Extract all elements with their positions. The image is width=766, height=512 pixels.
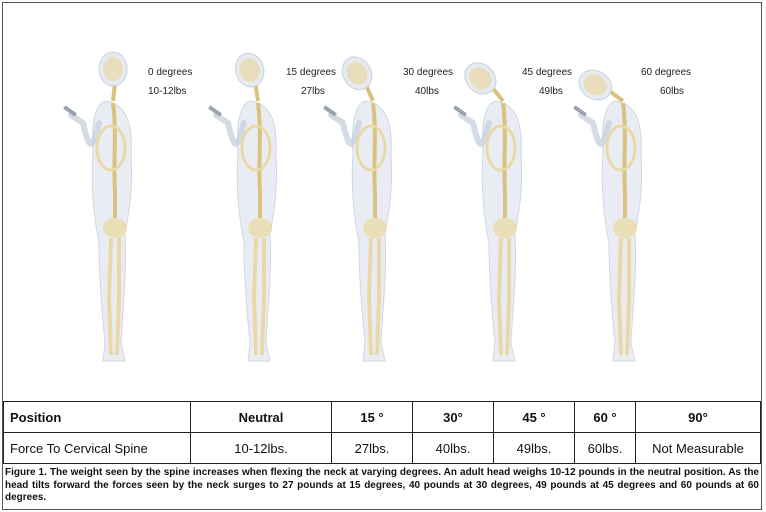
spine	[111, 102, 117, 218]
leg-bones	[616, 237, 631, 356]
table-header-cell: 15 °	[331, 401, 413, 433]
skull	[583, 74, 607, 96]
weight-label-0: 10-12lbs	[148, 86, 187, 97]
spine	[621, 102, 627, 218]
table-cell: Not Measurable	[635, 432, 761, 464]
angle-label-45: 45 degrees	[522, 67, 573, 78]
ribcage	[605, 124, 637, 172]
phone	[453, 105, 467, 117]
figure-30-degrees	[323, 56, 393, 362]
weight-label-15: 27lbs	[301, 86, 325, 97]
spine	[501, 102, 507, 218]
pelvis	[363, 218, 387, 238]
ribcage	[240, 124, 272, 172]
head-group	[98, 51, 128, 102]
spine	[371, 102, 377, 218]
skull	[469, 67, 492, 90]
table-cell: 49lbs.	[493, 432, 575, 464]
table-header-cell: Neutral	[190, 401, 332, 433]
table-cell: 27lbs.	[331, 432, 413, 464]
phone	[63, 105, 77, 117]
table-cell: 60lbs.	[574, 432, 636, 464]
head-group	[341, 56, 375, 102]
figure-60-degrees	[573, 69, 643, 362]
phone	[573, 105, 587, 117]
angle-label-15: 15 degrees	[286, 67, 337, 78]
phone	[208, 105, 222, 117]
table-header-cell: 90°	[635, 401, 761, 433]
pelvis	[248, 218, 272, 238]
pelvis	[103, 218, 127, 238]
arm	[328, 112, 362, 147]
table-header-cell: 45 °	[493, 401, 575, 433]
angle-label-30: 30 degrees	[403, 67, 454, 78]
figure-caption: Figure 1. The weight seen by the spine i…	[5, 467, 759, 503]
figure-15-degrees	[208, 52, 278, 362]
weight-label-60: 60lbs	[660, 86, 684, 97]
skull	[239, 58, 260, 82]
phone	[323, 105, 337, 117]
leg-bones	[106, 237, 121, 356]
head-group	[464, 62, 505, 103]
head-group	[578, 69, 625, 103]
table-cell: 40lbs.	[412, 432, 494, 464]
skull	[103, 57, 123, 81]
ribcage	[485, 124, 517, 172]
spine	[256, 102, 262, 218]
arm	[458, 112, 492, 147]
force-table: Position Neutral 15 ° 30° 45 ° 60 ° 90° …	[3, 401, 761, 464]
ribcage	[355, 124, 387, 172]
pelvis	[493, 218, 517, 238]
table-cell: Force To Cervical Spine	[3, 432, 191, 464]
arm	[213, 112, 247, 147]
weight-label-45: 49lbs	[539, 86, 563, 97]
table-cell: 10-12lbs.	[190, 432, 332, 464]
posture-illustration: 0 degrees 10-12lbs 15 degrees 27lbs 30 d…	[3, 3, 761, 399]
leg-bones	[366, 237, 381, 356]
angle-label-0: 0 degrees	[148, 67, 193, 78]
ribcage	[95, 124, 127, 172]
leg-bones	[496, 237, 511, 356]
skull	[346, 61, 368, 85]
angle-label-60: 60 degrees	[641, 67, 692, 78]
leg-bones	[251, 237, 266, 356]
table-header-cell: 60 °	[574, 401, 636, 433]
table-row: Force To Cervical Spine 10-12lbs. 27lbs.…	[3, 432, 761, 464]
table-header-cell: Position	[3, 401, 191, 433]
weight-label-30: 40lbs	[415, 86, 439, 97]
head-group	[234, 52, 265, 102]
arm	[68, 112, 102, 147]
figure-0-degrees	[63, 51, 133, 362]
figure-45-degrees	[453, 62, 523, 362]
table-header-cell: 30°	[412, 401, 494, 433]
table-header-row: Position Neutral 15 ° 30° 45 ° 60 ° 90°	[3, 401, 761, 433]
arm	[578, 112, 612, 147]
pelvis	[613, 218, 637, 238]
